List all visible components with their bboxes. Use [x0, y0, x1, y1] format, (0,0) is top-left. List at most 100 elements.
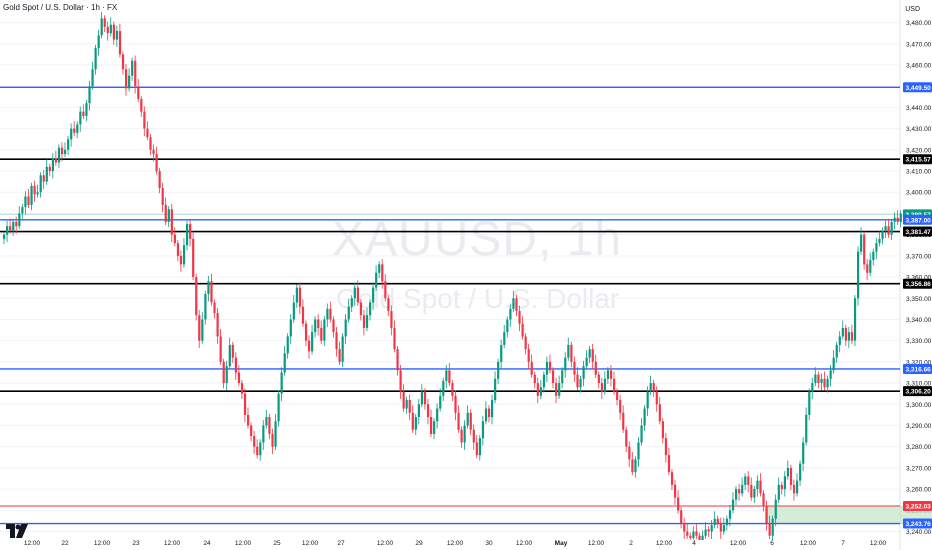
candle-body — [106, 26, 109, 34]
candle-body — [9, 226, 12, 231]
candle-body — [198, 315, 201, 341]
candle-body — [378, 264, 381, 273]
candle-body — [646, 391, 649, 409]
candle-body — [561, 370, 564, 384]
candle-body — [155, 154, 158, 172]
y-tick-label: 3,410.00 — [906, 169, 932, 176]
candle-body — [210, 281, 213, 303]
level-label: 3,316.66 — [906, 366, 932, 373]
candle-body — [597, 374, 600, 384]
level-badge — [903, 226, 932, 237]
level-label: 3,252.03 — [906, 504, 932, 511]
candle-body — [125, 69, 128, 89]
candle-body — [143, 111, 146, 129]
candle-body — [527, 349, 530, 362]
candle-body — [262, 425, 265, 443]
candle-body — [881, 230, 884, 239]
y-tick-label: 3,480.00 — [906, 20, 932, 27]
candle-body — [759, 480, 762, 494]
candle-body — [445, 370, 448, 381]
candle-body — [48, 166, 51, 172]
candle-body — [658, 404, 661, 422]
candle-body — [631, 459, 634, 473]
candle-body — [841, 327, 844, 337]
candle-body — [710, 525, 713, 532]
candle-body — [399, 370, 402, 392]
candle-body — [570, 344, 573, 362]
x-tick-label: 12:00 — [447, 540, 464, 547]
x-tick-label: 23 — [132, 540, 140, 547]
candle-body — [869, 260, 872, 273]
candle-body — [722, 525, 725, 532]
candle-body — [430, 417, 433, 434]
currency-label: USD — [905, 6, 920, 13]
candle-body — [45, 166, 48, 182]
candle-body — [100, 18, 103, 36]
y-tick-label: 3,290.00 — [906, 423, 932, 430]
y-tick-label: 3,300.00 — [906, 402, 932, 409]
y-tick-label: 3,280.00 — [906, 444, 932, 451]
candle-body — [70, 128, 73, 140]
candle-body — [545, 361, 549, 375]
candle-body — [481, 421, 485, 439]
candle-body — [85, 103, 88, 116]
candle-body — [472, 429, 475, 443]
x-tick-label: 12:00 — [656, 540, 673, 547]
x-tick-label: 24 — [203, 540, 211, 547]
candle-body — [670, 472, 674, 485]
candle-body — [896, 217, 899, 222]
candle-body — [186, 224, 189, 246]
candle-body — [228, 344, 231, 367]
y-tick-label: 3,400.00 — [906, 190, 932, 197]
candle-body — [439, 395, 442, 409]
candle-body — [134, 60, 137, 87]
x-tick-label: 12:00 — [24, 540, 41, 547]
candle-body — [725, 518, 729, 526]
candle-body — [542, 374, 546, 388]
candle-body — [704, 529, 707, 536]
candle-body — [33, 185, 36, 195]
candle-body — [707, 529, 710, 532]
candle-body — [811, 383, 814, 392]
candle-body — [649, 383, 652, 392]
candle-body — [405, 400, 408, 409]
candle-body — [243, 393, 247, 415]
x-tick-label: 12:00 — [800, 540, 817, 547]
candle-body — [780, 484, 783, 490]
candle-body — [79, 111, 82, 125]
x-tick-label: 12:00 — [588, 540, 605, 547]
candle-body — [872, 251, 875, 261]
candle-body — [567, 344, 570, 358]
candle-body — [789, 467, 793, 485]
candle-body — [585, 357, 588, 367]
candle-body — [97, 35, 100, 49]
candle-body — [857, 251, 860, 299]
candle-body — [259, 442, 262, 456]
candle-body — [192, 238, 195, 278]
candle-body — [820, 378, 823, 384]
candle-body — [344, 319, 347, 337]
candle-body — [131, 60, 134, 76]
candle-body — [609, 370, 613, 379]
level-label: 3,356.86 — [906, 281, 932, 288]
candle-body — [60, 147, 64, 155]
candle-body — [365, 315, 369, 328]
candle-body — [802, 442, 805, 464]
candle-body — [320, 327, 323, 341]
candle-body — [216, 313, 219, 337]
candle-body — [219, 336, 222, 362]
candle-body — [887, 226, 890, 235]
candle-body — [741, 484, 744, 494]
candle-body — [835, 344, 838, 358]
candle-body — [823, 378, 826, 388]
candle-body — [317, 319, 320, 328]
y-tick-label: 3,370.00 — [906, 253, 932, 260]
candle-body — [747, 476, 750, 485]
candle-body — [719, 523, 722, 532]
candle-body — [158, 171, 161, 188]
candle-body — [36, 192, 39, 195]
candle-body — [335, 332, 338, 350]
candle-body — [799, 463, 802, 481]
candle-body — [451, 383, 454, 396]
